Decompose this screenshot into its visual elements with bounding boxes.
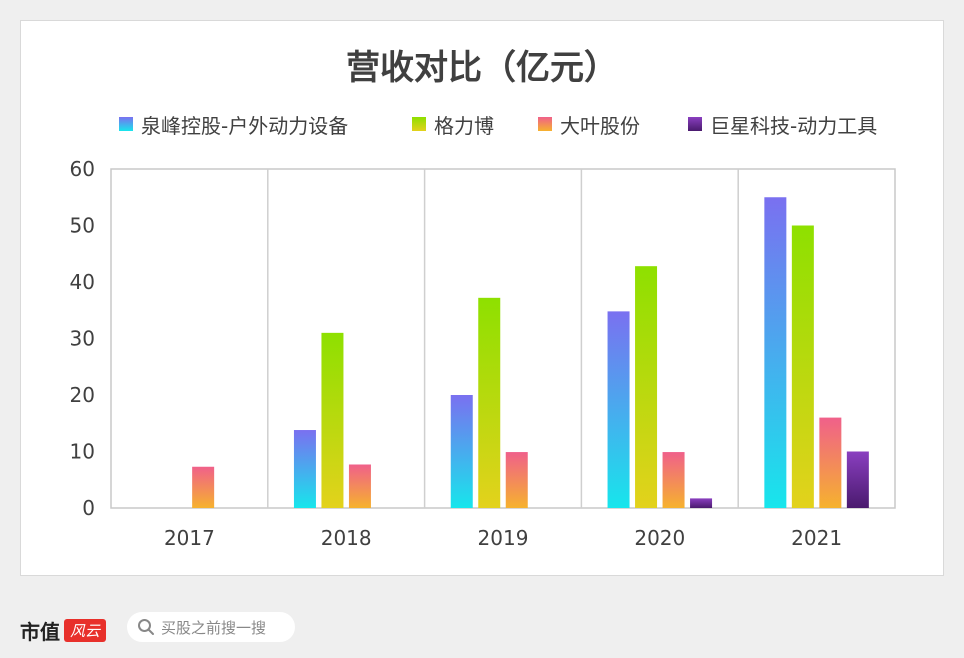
legend-swatch-series-3 (538, 117, 552, 131)
y-tick-label: 50 (70, 214, 95, 238)
bar-series-2 (478, 297, 501, 508)
bar-series-2 (321, 332, 344, 508)
bar-series-1 (450, 395, 473, 508)
legend-item-series-1: 泉峰控股-户外动力设备 (119, 108, 348, 140)
bar-series-2 (791, 225, 814, 508)
search-input[interactable]: 买股之前搜一搜 (127, 612, 295, 642)
legend-label-series-3: 大叶股份 (560, 113, 640, 138)
chart-title: 营收对比（亿元） (346, 48, 618, 88)
bar-series-1 (293, 430, 316, 508)
bar-series-3 (819, 417, 842, 508)
legend-swatch-series-4 (688, 117, 702, 131)
bar-series-4 (846, 451, 869, 508)
y-tick-label: 10 (70, 440, 95, 464)
y-tick-label: 0 (82, 496, 95, 520)
bar-series-3 (662, 452, 685, 508)
chart-legend: 泉峰控股-户外动力设备 格力博 大叶股份 巨星科技-动力工具 (0, 108, 964, 140)
x-tick-label: 2021 (791, 526, 842, 550)
legend-item-series-2: 格力博 (412, 108, 494, 140)
bar-series-3 (348, 464, 371, 508)
site-logo[interactable]: 市值 风云 (20, 616, 107, 645)
x-tick-label: 2017 (164, 526, 215, 550)
bar-series-1 (764, 197, 787, 508)
bar-series-1 (607, 311, 630, 508)
bar-series-4 (690, 498, 713, 508)
bar-series-3 (505, 452, 528, 508)
legend-item-series-3: 大叶股份 (538, 108, 640, 140)
legend-swatch-series-2 (412, 117, 426, 131)
logo-text: 市值 (20, 620, 60, 644)
y-tick-label: 60 (70, 157, 95, 181)
legend-label-series-1: 泉峰控股-户外动力设备 (141, 113, 349, 138)
bar-series-2 (635, 266, 658, 508)
y-tick-label: 30 (70, 327, 95, 351)
search-placeholder: 买股之前搜一搜 (161, 618, 267, 637)
legend-label-series-2: 格力博 (434, 113, 494, 138)
legend-label-series-4: 巨星科技-动力工具 (710, 113, 878, 138)
y-tick-label: 40 (70, 270, 95, 294)
plot-frame (110, 168, 896, 509)
y-tick-label: 20 (70, 383, 95, 407)
logo-red-badge: 风云 (64, 619, 107, 642)
x-tick-label: 2020 (634, 526, 685, 550)
legend-swatch-series-1 (119, 117, 133, 131)
x-tick-label: 2018 (321, 526, 372, 550)
x-tick-label: 2019 (478, 526, 529, 550)
bar-series-3 (192, 466, 215, 508)
legend-item-series-4: 巨星科技-动力工具 (688, 108, 877, 140)
search-icon (138, 619, 154, 635)
